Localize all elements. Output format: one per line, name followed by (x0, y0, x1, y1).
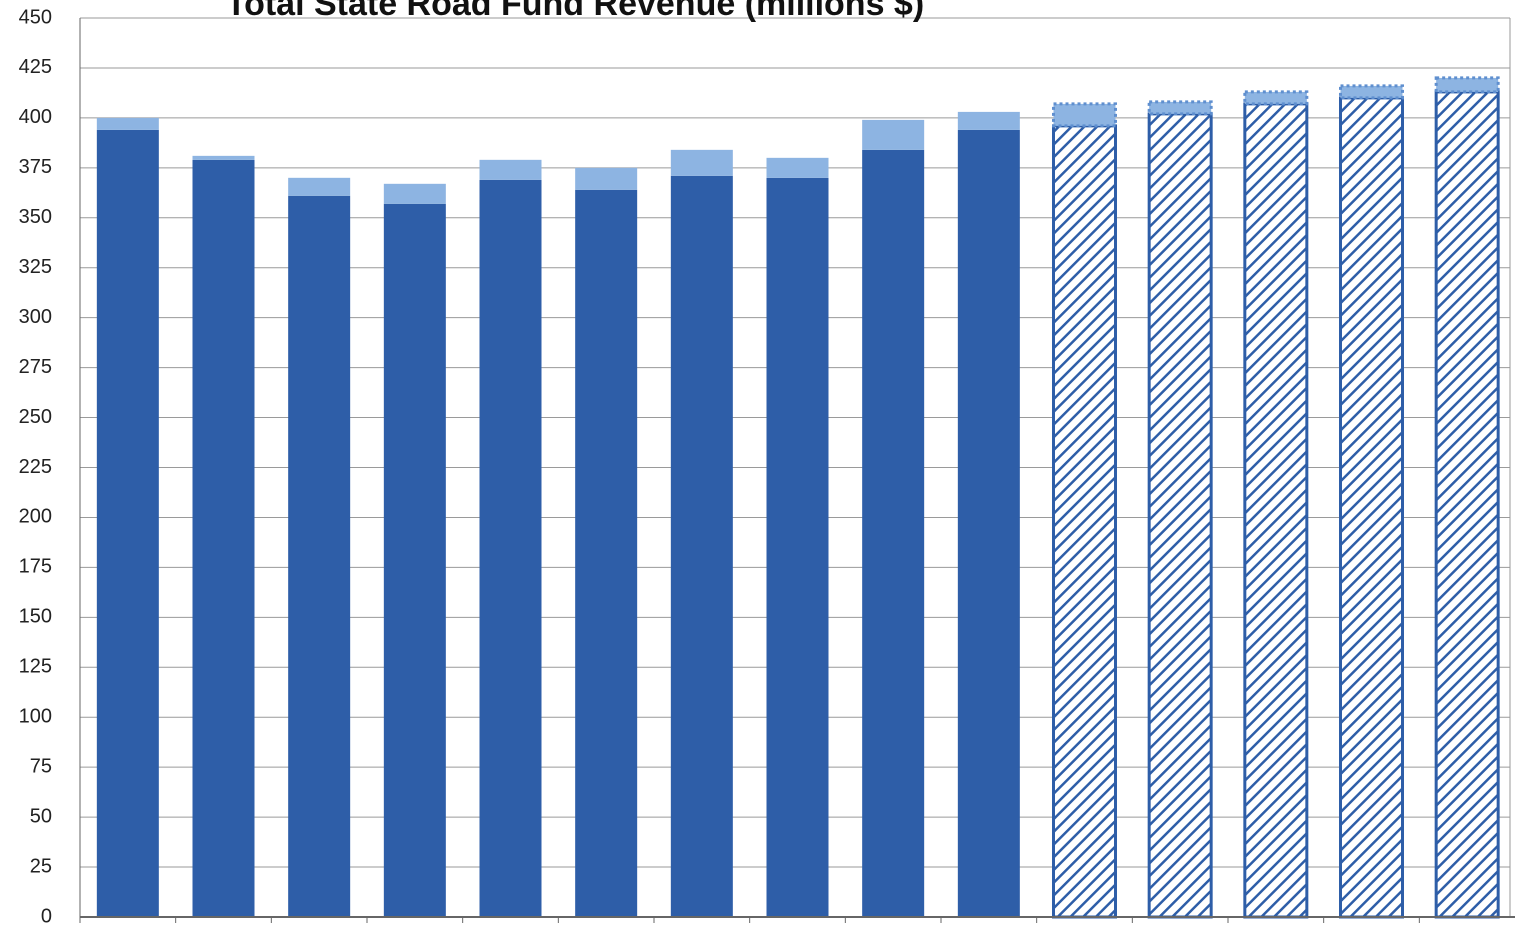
y-tick-label: 50 (30, 805, 52, 827)
bar-segment (1434, 90, 1500, 919)
bar-segment (479, 179, 542, 917)
bar-segment (479, 159, 542, 180)
y-tick-label: 350 (19, 206, 52, 228)
bar-segment (670, 175, 733, 917)
bars (96, 76, 1500, 919)
bar-segment (1243, 90, 1309, 106)
y-tick-label: 175 (19, 556, 52, 578)
bar-segment (1147, 112, 1213, 919)
y-tick-label: 125 (19, 656, 52, 678)
bar-segment (1052, 124, 1117, 919)
y-tick-label: 225 (19, 456, 52, 478)
bar-segment (288, 177, 351, 196)
bar-segment (957, 111, 1020, 130)
bar-segment (192, 155, 255, 160)
y-tick-label: 425 (19, 56, 52, 78)
y-tick-label: 300 (19, 306, 52, 328)
y-tick-label: 25 (30, 855, 52, 877)
y-tick-label: 325 (19, 256, 52, 278)
chart-title: Total State Road Fund Revenue (millions … (226, 0, 924, 23)
y-tick-label: 275 (19, 356, 52, 378)
bar-segment (288, 195, 351, 917)
y-tick-label: 75 (30, 755, 52, 777)
y-tick-label: 450 (19, 6, 52, 28)
bar-segment (1339, 96, 1404, 919)
bar-segment (1052, 102, 1117, 128)
y-tick-label: 250 (19, 406, 52, 428)
bar-segment (192, 159, 255, 917)
bar-segment (1434, 76, 1500, 94)
bar-segment (1147, 100, 1213, 116)
bar-segment (766, 157, 829, 178)
bar-segment (766, 177, 829, 918)
bar-segment (1243, 102, 1309, 919)
bar-segment (575, 189, 638, 917)
bar-segment (96, 117, 159, 130)
y-tick-label: 400 (19, 106, 52, 128)
y-tick-label: 150 (19, 606, 52, 628)
bar-segment (862, 119, 925, 150)
bar-segment (383, 183, 446, 204)
y-tick-label: 375 (19, 156, 52, 178)
bar-segment (862, 149, 925, 917)
bar-segment (1339, 84, 1404, 100)
y-tick-label: 100 (19, 706, 52, 728)
bar-segment (96, 129, 159, 917)
bar-segment (383, 203, 446, 917)
bar-segment (957, 129, 1020, 917)
bar-segment (575, 167, 638, 190)
y-tick-label: 0 (41, 905, 52, 927)
y-tick-label: 200 (19, 506, 52, 528)
bar-segment (670, 149, 733, 176)
